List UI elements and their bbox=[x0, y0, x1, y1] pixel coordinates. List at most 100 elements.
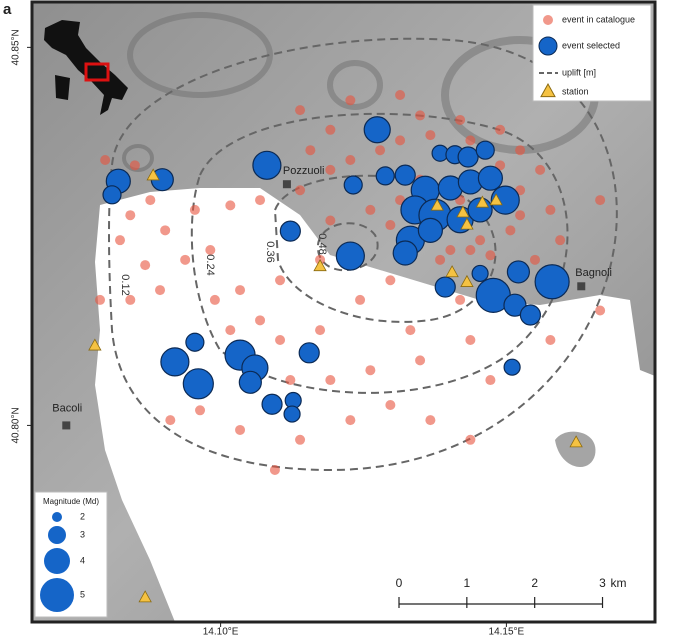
panel-label: a bbox=[3, 1, 12, 18]
selected-event bbox=[375, 166, 395, 186]
place-marker bbox=[577, 282, 586, 291]
legend-label: station bbox=[562, 86, 589, 96]
catalogue-event bbox=[189, 204, 200, 215]
place-marker bbox=[282, 180, 291, 189]
catalogue-event bbox=[225, 325, 236, 336]
selected-event bbox=[417, 217, 443, 243]
station bbox=[489, 193, 503, 206]
lon-tick-label: 14.10°E bbox=[203, 627, 239, 637]
station bbox=[460, 217, 474, 230]
selected-event bbox=[506, 260, 530, 284]
legend-selected-symbol bbox=[538, 36, 558, 56]
catalogue-event bbox=[255, 195, 266, 206]
catalogue-event bbox=[385, 220, 396, 231]
catalogue-event bbox=[305, 145, 316, 156]
catalogue-event bbox=[275, 275, 286, 286]
lat-tick-label: 40.85°N bbox=[11, 29, 22, 65]
catalogue-event bbox=[355, 294, 366, 305]
island bbox=[555, 431, 596, 467]
selected-event bbox=[394, 164, 416, 186]
legend-station-symbol bbox=[540, 82, 556, 98]
catalogue-event bbox=[195, 405, 206, 416]
catalogue-event bbox=[295, 105, 306, 116]
scale-bar-label: 1 bbox=[463, 576, 470, 590]
selected-event bbox=[283, 405, 301, 423]
selected-event bbox=[434, 276, 456, 298]
catalogue-event bbox=[100, 155, 111, 166]
catalogue-event bbox=[595, 305, 606, 316]
station bbox=[460, 274, 474, 287]
magnitude-legend-symbol bbox=[40, 578, 74, 612]
magnitude-legend-symbol bbox=[48, 526, 66, 544]
selected-event bbox=[238, 370, 262, 394]
catalogue-event bbox=[180, 254, 191, 265]
catalogue-event bbox=[385, 400, 396, 410]
catalogue-event bbox=[445, 245, 456, 255]
catalogue-event bbox=[205, 245, 216, 255]
catalogue-event bbox=[275, 334, 286, 345]
selected-event bbox=[490, 185, 520, 215]
catalogue-event bbox=[375, 145, 386, 156]
selected-event bbox=[477, 165, 503, 191]
magnitude-legend: Magnitude (Md) 2 3 4 5 bbox=[34, 491, 108, 618]
scale-bar-label: 2 bbox=[531, 576, 538, 590]
place-label: Pozzuoli bbox=[283, 165, 325, 177]
map-frame bbox=[30, 0, 657, 624]
lon-tick-label: 14.15°E bbox=[489, 627, 525, 637]
catalogue-event bbox=[395, 135, 406, 146]
catalogue-event bbox=[209, 294, 220, 305]
basemap: Pozzuoli Bagnoli Bacoli 0.12 0.24 0.36 0.48 bbox=[32, 2, 655, 622]
catalogue-event bbox=[465, 135, 476, 146]
catalogue-event bbox=[125, 210, 136, 221]
uplift-contour bbox=[108, 37, 618, 472]
uplift-contour bbox=[316, 222, 379, 272]
inset-box bbox=[84, 62, 110, 82]
magnitude-legend-label: 3 bbox=[80, 529, 85, 539]
catalogue-event bbox=[295, 185, 306, 196]
marks: Pozzuoli Bagnoli Bacoli 0.12 0.24 0.36 0.48 bbox=[52, 90, 612, 603]
selected-event bbox=[185, 332, 205, 352]
scale-bar-label: 3 bbox=[599, 576, 606, 590]
catalogue-event bbox=[285, 375, 296, 386]
magnitude-legend-label: 5 bbox=[80, 589, 85, 599]
station bbox=[430, 198, 444, 211]
selected-event bbox=[363, 116, 391, 144]
magnitude-legend-title: Magnitude (Md) bbox=[43, 497, 99, 506]
contour-label: 0.36 bbox=[264, 241, 276, 262]
station bbox=[445, 265, 459, 278]
station bbox=[138, 590, 152, 603]
catalogue-event bbox=[345, 155, 356, 166]
selected-event bbox=[503, 358, 521, 376]
catalogue-event bbox=[160, 225, 171, 236]
selected-event bbox=[471, 264, 489, 283]
catalogue-event bbox=[365, 204, 376, 215]
catalogue-event bbox=[595, 195, 606, 206]
catalogue-event bbox=[129, 160, 140, 171]
catalogue-event bbox=[325, 215, 336, 226]
catalogue-event bbox=[345, 415, 356, 426]
station bbox=[569, 435, 583, 448]
catalogue-event bbox=[555, 235, 566, 246]
selected-event bbox=[335, 241, 365, 271]
contour-label: 0.24 bbox=[204, 254, 216, 275]
scale-bar-label: 0 bbox=[396, 576, 403, 590]
selected-event bbox=[457, 146, 479, 168]
catalogue-event bbox=[385, 275, 396, 286]
magnitude-legend-label: 4 bbox=[80, 555, 85, 565]
catalogue-event bbox=[455, 294, 466, 305]
catalogue-event bbox=[269, 465, 280, 476]
catalogue-event bbox=[165, 415, 176, 426]
catalogue-event bbox=[325, 124, 336, 135]
station bbox=[88, 338, 102, 351]
catalogue-event bbox=[545, 334, 556, 345]
legend-label: event selected bbox=[562, 40, 620, 50]
catalogue-event bbox=[485, 375, 496, 386]
catalogue-event bbox=[95, 294, 106, 305]
catalogue-event bbox=[545, 204, 556, 215]
catalogue-event bbox=[255, 315, 266, 326]
crater bbox=[122, 144, 154, 172]
place-marker bbox=[62, 421, 71, 430]
legend-label: uplift [m] bbox=[562, 67, 596, 77]
selected-event bbox=[102, 185, 122, 205]
selected-event bbox=[343, 175, 363, 195]
